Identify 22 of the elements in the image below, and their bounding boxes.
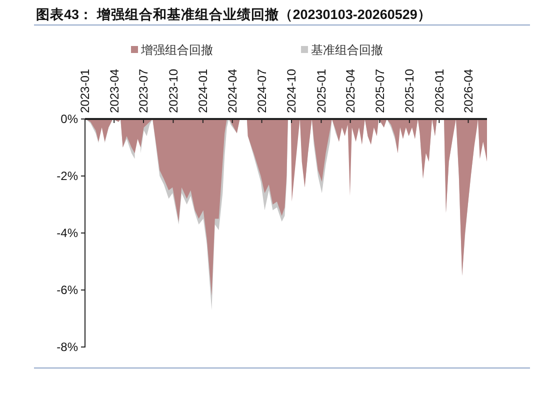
x-tick-label: 2023-10 xyxy=(166,68,180,113)
x-tick-label: 2025-07 xyxy=(372,68,387,113)
chart-title: 图表43： 增强组合和基准组合业绩回撤（20230103-20260529） xyxy=(36,7,432,22)
x-tick-label: 2025-01 xyxy=(314,68,328,113)
x-tick-label: 2025-10 xyxy=(402,68,417,113)
legend-label: 基准组合回撤 xyxy=(311,43,383,58)
x-tick-label: 2025-04 xyxy=(344,68,358,113)
x-tick-label: 2026-04 xyxy=(461,68,476,113)
x-tick-label: 2023-04 xyxy=(107,68,122,113)
x-tick-label: 2026-01 xyxy=(432,68,446,113)
x-tick-label: 2024-04 xyxy=(226,68,240,113)
x-tick-label: 2024-01 xyxy=(196,68,210,113)
legend-label: 增强组合回撤 xyxy=(140,43,213,58)
y-tick-label: -2% xyxy=(56,168,78,183)
y-tick-label: -4% xyxy=(56,226,78,240)
y-tick-label: -6% xyxy=(56,282,78,297)
x-tick-label: 2023-01 xyxy=(78,68,92,113)
y-tick-label: 0% xyxy=(60,112,78,126)
x-tick-label: 2024-10 xyxy=(284,68,299,113)
y-tick-label: -8% xyxy=(56,340,78,354)
x-tick-label: 2024-07 xyxy=(254,68,269,113)
x-tick-label: 2023-07 xyxy=(136,68,151,113)
